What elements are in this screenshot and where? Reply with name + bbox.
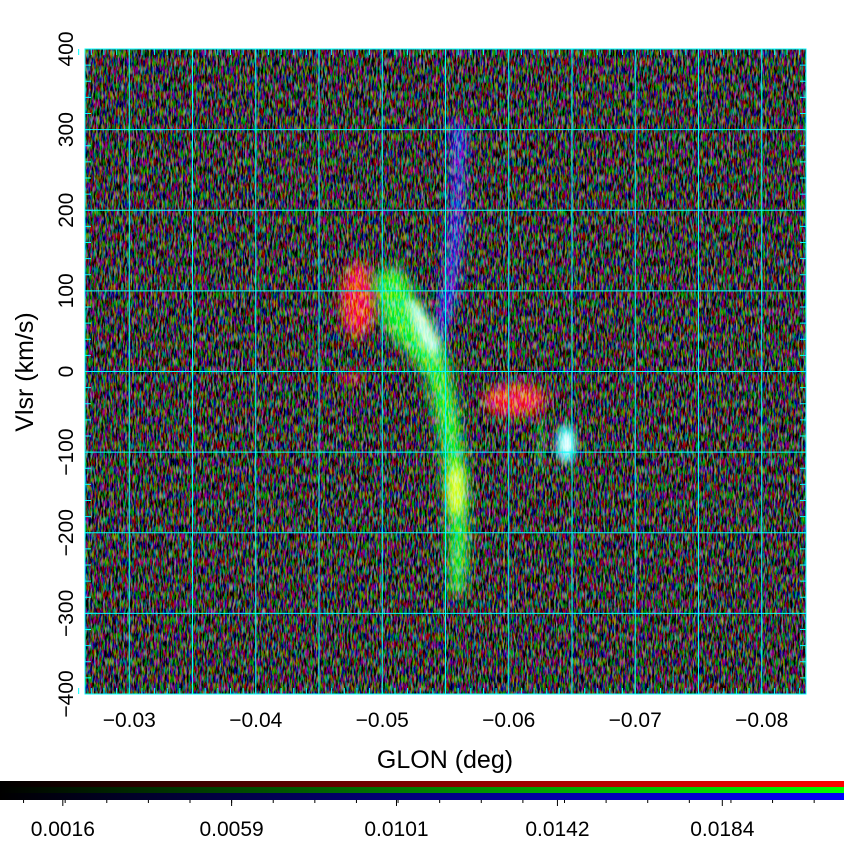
colorbar-red-band [0, 781, 844, 787]
colorbar-tick-label: 0.0016 [31, 818, 95, 841]
y-tick-label: −200 [55, 509, 78, 556]
cyan-emission-core [405, 300, 440, 360]
y-tick-label: −400 [55, 670, 78, 717]
y-tick-label: 100 [55, 273, 78, 308]
x-axis-title: GLON (deg) [377, 746, 513, 774]
y-tick-label: 300 [55, 112, 78, 147]
y-tick-label: 200 [55, 193, 78, 228]
x-tick-label: −0.06 [482, 709, 535, 732]
y-axis-title: Vlsr (km/s) [11, 312, 39, 431]
cyan-emission-knot-core [562, 434, 572, 454]
colorbar-tick-label: 0.0101 [364, 818, 428, 841]
x-tick-label: −0.08 [735, 709, 788, 732]
y-tick-label: −100 [55, 428, 78, 475]
red-emission-lobe-upper [340, 262, 376, 338]
red-emission-lobe-low [340, 370, 364, 386]
x-axis-ticks: −0.03 −0.04 −0.05 −0.06 −0.07 −0.08 [78, 49, 801, 732]
red-emission-knot [483, 384, 547, 416]
colorbar-ticks: 0.0016 0.0059 0.0101 0.0142 0.0184 [23, 800, 815, 841]
x-tick-label: −0.05 [356, 709, 409, 732]
y-tick-label: −300 [55, 590, 78, 637]
x-tick-label: −0.07 [609, 709, 662, 732]
x-tick-label: −0.03 [103, 709, 156, 732]
colorbar-green-band [0, 787, 844, 793]
green-emission-streak [372, 265, 468, 600]
emission-features [340, 120, 576, 600]
colorbar-blue-band [0, 793, 844, 800]
colorbar-tick-label: 0.0184 [690, 818, 755, 841]
green-emission-tail [536, 420, 545, 470]
x-tick-label: −0.04 [229, 709, 282, 732]
grid-lines [85, 49, 806, 694]
yellow-emission-blend [447, 464, 465, 516]
y-tick-label: 400 [55, 31, 78, 66]
colorbar-tick-label: 0.0142 [525, 818, 589, 841]
colorbar: 0.0016 0.0059 0.0101 0.0142 0.0184 [0, 781, 844, 841]
y-tick-label: 0 [55, 366, 78, 378]
blue-emission-streak [432, 120, 466, 350]
y-axis-ticks: 400 300 200 100 0 −100 −200 −300 −400 [55, 31, 806, 718]
colorbar-tick-label: 0.0059 [199, 818, 263, 841]
